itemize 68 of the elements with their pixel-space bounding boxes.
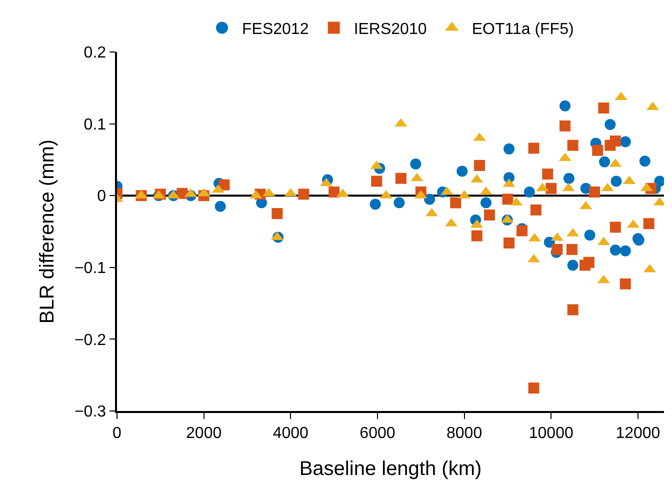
x-tick-label: 2000 (186, 424, 222, 442)
legend-label: EOT11a (FF5) (472, 20, 574, 38)
point (394, 197, 405, 208)
point (639, 156, 650, 167)
point (620, 136, 631, 148)
x-tick-label: 4000 (272, 424, 309, 442)
point (424, 194, 436, 205)
point (272, 208, 283, 220)
point (395, 172, 406, 184)
point (560, 100, 571, 112)
y-axis-title: BLR difference (mm) (36, 139, 58, 324)
point (566, 244, 578, 255)
point (542, 168, 554, 180)
legend-label: FES2012 (242, 20, 309, 38)
point (450, 197, 462, 208)
point (567, 304, 578, 316)
point (610, 136, 621, 147)
point (528, 382, 540, 394)
point (654, 176, 664, 187)
y-tick-label: 0.1 (84, 116, 106, 134)
x-tick-label: 8000 (446, 424, 482, 442)
point (589, 186, 600, 198)
y-tick-label: −0.1 (74, 260, 106, 277)
point (484, 209, 495, 220)
point (298, 188, 310, 200)
point (456, 166, 468, 177)
point (370, 198, 381, 210)
point (610, 222, 621, 233)
x-tick-label: 6000 (360, 424, 396, 442)
y-tick-label: −0.3 (74, 404, 106, 421)
point (599, 156, 610, 168)
y-tick-label: 0.2 (84, 44, 106, 62)
point (471, 230, 482, 242)
point (528, 142, 540, 154)
legend-label: IERS2010 (354, 20, 427, 38)
point (583, 256, 594, 268)
y-tick-label: −0.2 (74, 332, 106, 349)
point (610, 176, 622, 187)
point (502, 194, 514, 205)
point (560, 120, 571, 132)
point (598, 102, 610, 114)
x-axis-title: Baseline length (km) (299, 458, 482, 480)
x-tick-label: 10000 (528, 424, 574, 442)
point (620, 278, 631, 290)
point (592, 144, 604, 156)
point (504, 143, 515, 154)
point (610, 244, 621, 256)
point (530, 204, 542, 216)
point (567, 260, 578, 271)
point (546, 182, 557, 194)
point (328, 186, 340, 198)
point (410, 158, 422, 170)
point (567, 140, 578, 151)
point (524, 186, 535, 198)
point (504, 237, 515, 248)
point (214, 200, 226, 212)
point (371, 176, 382, 187)
point (552, 244, 563, 255)
point (643, 218, 654, 230)
x-tick-label: 12000 (616, 424, 660, 442)
point (604, 119, 616, 130)
point (480, 197, 492, 208)
x-tick-label: 0 (112, 424, 122, 442)
point (563, 172, 574, 184)
point (620, 245, 631, 256)
y-tick-label: 0 (97, 188, 106, 206)
point (584, 230, 596, 241)
point (474, 160, 485, 171)
